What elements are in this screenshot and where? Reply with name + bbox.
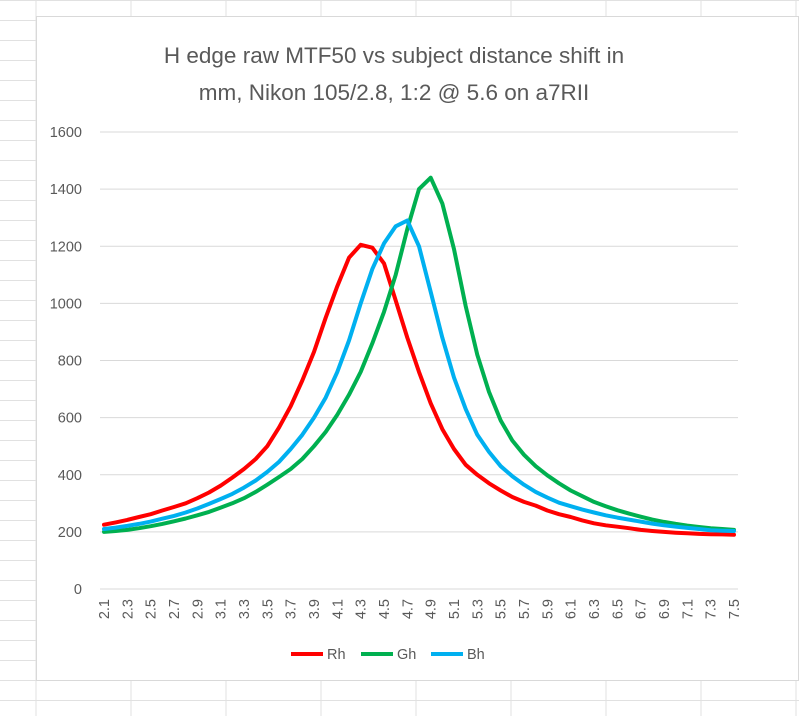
y-tick-label: 1200 — [50, 239, 82, 255]
y-tick-label: 200 — [58, 525, 82, 541]
x-tick-label: 4.9 — [424, 599, 440, 619]
y-tick-label: 0 — [74, 582, 82, 598]
series-line-bh — [102, 218, 736, 533]
chart-title-line-2: mm, Nikon 105/2.8, 1:2 @ 5.6 on a7RII — [199, 80, 590, 105]
x-tick-label: 2.3 — [120, 599, 136, 619]
series-line-rh — [102, 242, 736, 537]
x-tick-label: 4.5 — [377, 599, 393, 619]
x-tick-label: 5.3 — [470, 599, 486, 619]
x-tick-label: 3.9 — [307, 599, 323, 619]
legend-label-gh: Gh — [397, 647, 416, 663]
x-tick-label: 3.3 — [237, 599, 253, 619]
legend: Rh Gh Bh — [291, 647, 485, 663]
series-lines — [102, 175, 736, 537]
x-tick-label: 2.5 — [144, 599, 160, 619]
y-tick-label: 1400 — [50, 182, 82, 198]
x-tick-label: 5.9 — [540, 599, 556, 619]
horizontal-gridlines — [100, 131, 738, 590]
y-axis-tick-labels: 0 200 400 600 800 1000 1200 1400 1600 — [50, 125, 82, 598]
x-tick-label: 7.1 — [680, 599, 696, 619]
series-line-gh — [102, 175, 736, 534]
x-tick-label: 6.9 — [657, 599, 673, 619]
y-tick-label: 600 — [58, 411, 82, 427]
y-tick-label: 800 — [58, 354, 82, 370]
x-tick-label: 5.7 — [517, 599, 533, 619]
x-tick-label: 5.5 — [494, 599, 510, 619]
x-tick-label: 3.1 — [214, 599, 230, 619]
x-tick-label: 6.7 — [634, 599, 650, 619]
x-tick-label: 3.5 — [260, 599, 276, 619]
x-tick-label: 7.5 — [727, 599, 743, 619]
x-tick-label: 4.3 — [354, 599, 370, 619]
x-tick-label: 7.3 — [704, 599, 720, 619]
x-tick-label: 3.7 — [284, 599, 300, 619]
y-tick-label: 400 — [58, 468, 82, 484]
x-tick-label: 6.3 — [587, 599, 603, 619]
x-axis-tick-labels: 2.1 2.3 2.5 2.7 2.9 3.1 3.3 3.5 3.7 3.9 4.1 4.3 4.5 4… — [97, 599, 743, 619]
y-tick-label: 1600 — [50, 125, 82, 141]
x-tick-label: 5.1 — [447, 599, 463, 619]
chart-title-line-1: H edge raw MTF50 vs subject distance shi… — [164, 43, 624, 68]
x-tick-label: 2.9 — [190, 599, 206, 619]
x-tick-label: 4.7 — [400, 599, 416, 619]
x-tick-label: 2.7 — [167, 599, 183, 619]
x-tick-label: 2.1 — [97, 599, 113, 619]
chart-frame[interactable]: H edge raw MTF50 vs subject distance shi… — [36, 16, 799, 681]
legend-label-rh: Rh — [327, 647, 346, 663]
chart-plot: H edge raw MTF50 vs subject distance shi… — [50, 43, 743, 663]
x-tick-label: 6.5 — [610, 599, 626, 619]
legend-label-bh: Bh — [467, 647, 485, 663]
x-tick-label: 4.1 — [330, 599, 346, 619]
x-tick-label: 6.1 — [564, 599, 580, 619]
y-tick-label: 1000 — [50, 296, 82, 312]
